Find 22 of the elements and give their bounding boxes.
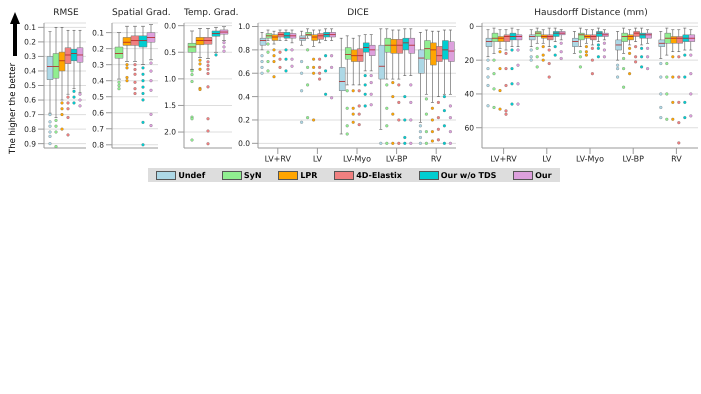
chart-title: Hausdorff Distance (mm) [533, 8, 649, 18]
chart-title: Temp. Grad. [184, 8, 238, 18]
x-tick-label: LV+RV [490, 154, 518, 164]
x-tick-label: LV-BP [386, 154, 408, 164]
x-tick-label: LV-Myo [576, 154, 604, 164]
x-tick-label: LV [542, 154, 552, 164]
legend-label: Undef [178, 170, 206, 180]
legend-label: Our w/o TDS [440, 170, 496, 180]
x-tick-label: RV [430, 154, 442, 164]
y-axis-title: The higher the better [8, 62, 18, 154]
legend-label: Our [535, 170, 552, 180]
x-tick-label: LV-BP [622, 154, 644, 164]
chart-title: DICE [346, 8, 370, 18]
legend-label: 4D-Elastix [356, 170, 402, 180]
chart-title: RMSE [52, 8, 80, 18]
x-tick-label: RV [671, 154, 682, 164]
legend-label: LPR [300, 170, 318, 180]
chart-title: Spatial Grad. [112, 8, 171, 18]
legend-label: SyN [244, 170, 262, 180]
x-tick-label: LV-Myo [343, 154, 372, 164]
x-tick-label: LV+RV [264, 154, 292, 164]
x-tick-label: LV [312, 154, 322, 164]
